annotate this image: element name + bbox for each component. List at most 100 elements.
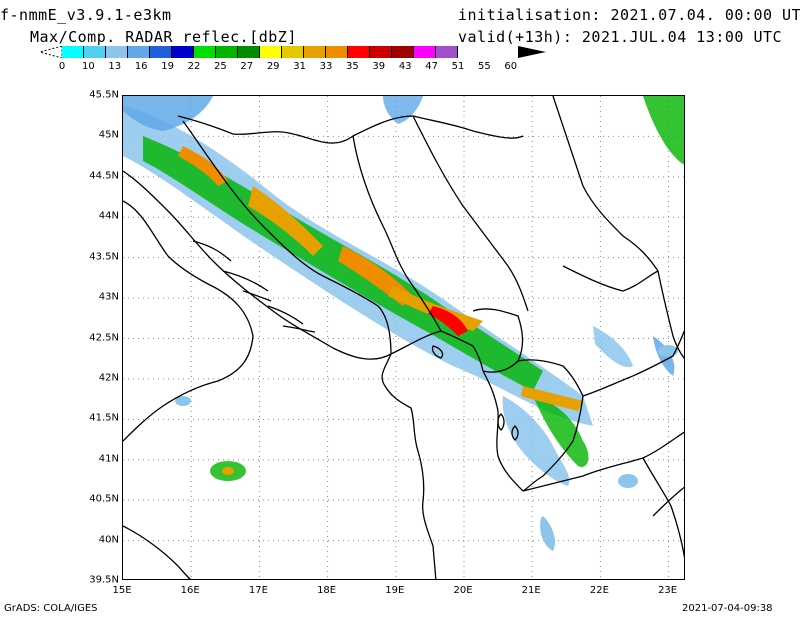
colorbar-swatch	[392, 46, 414, 58]
echo-core-5	[178, 146, 228, 186]
init-time: initialisation: 2021.07.04. 00:00 UTC	[458, 6, 800, 24]
border-kosovo	[472, 308, 524, 373]
longitude-label: 18E	[317, 585, 337, 596]
echo-north-ne	[643, 96, 684, 165]
colorbar-label: 39	[372, 61, 386, 72]
map-panel	[122, 95, 685, 580]
border-albania-east	[482, 370, 524, 492]
echo-se-2	[533, 396, 589, 467]
colorbar-swatch	[326, 46, 348, 58]
border-bosnia	[182, 120, 392, 355]
coastlines-borders	[123, 96, 684, 579]
echo-isolated-4	[618, 474, 638, 488]
footer-right: 2021-07-04-09:38	[682, 603, 773, 614]
colorbar-swatch	[436, 46, 458, 58]
echo-core-4	[428, 306, 468, 336]
radar-echoes	[123, 96, 684, 551]
echo-isolated-3	[175, 396, 191, 406]
colorbar-label: 22	[187, 61, 201, 72]
latitude-label: 40.5N	[89, 493, 119, 505]
model-name: f-nmmE_v3.9.1-e3km	[0, 6, 172, 24]
echo-north	[123, 96, 213, 131]
colorbar-swatch	[260, 46, 282, 58]
colorbar-swatch	[370, 46, 392, 58]
lake-2	[511, 425, 519, 441]
lake-1	[497, 413, 505, 431]
colorbar	[62, 46, 458, 58]
border-bosnia-east	[352, 135, 442, 332]
colorbar-label: 25	[214, 61, 227, 72]
colorbar-swatch	[414, 46, 436, 58]
echo-se-1	[502, 396, 570, 486]
colorbar-label: 35	[346, 61, 359, 72]
colorbar-swatch	[216, 46, 238, 58]
latitude-label: 41N	[98, 453, 119, 465]
colorbar-left-arrow	[40, 46, 62, 58]
border-north	[177, 115, 524, 144]
echo-isolated-5	[658, 345, 678, 357]
border-bulgaria	[582, 330, 684, 397]
longitude-label: 15E	[112, 585, 132, 596]
border-greece	[522, 431, 684, 492]
field-name: Max/Comp. RADAR reflec.[dbZ]	[30, 28, 297, 46]
echo-se-4	[540, 516, 555, 551]
colorbar-label: 10	[82, 61, 95, 72]
greece-coast	[642, 457, 684, 558]
colorbar-label: 43	[398, 61, 412, 72]
latitude-label: 43N	[98, 291, 119, 303]
longitude-label: 17E	[248, 585, 268, 596]
latitude-label: 40N	[98, 534, 119, 546]
colorbar-label: 19	[161, 61, 174, 72]
colorbar-label: 29	[266, 61, 280, 72]
islands-5	[242, 290, 272, 302]
latitude-label: 39.5N	[89, 574, 119, 586]
colorbar-label: 47	[425, 61, 438, 72]
longitude-label: 19E	[385, 585, 405, 596]
colorbar-label: 55	[478, 61, 491, 72]
islands-2	[222, 270, 269, 292]
echo-isolated-2	[222, 467, 234, 475]
colorbar-label: 27	[240, 61, 254, 72]
colorbar-swatch	[62, 46, 84, 58]
echo-east	[593, 326, 633, 368]
longitude-label: 16E	[180, 585, 200, 596]
longitude-label: 22E	[589, 585, 609, 596]
latitude-label: 44N	[98, 210, 119, 222]
border-east-2	[552, 96, 659, 272]
colorbar-swatch	[150, 46, 172, 58]
islands-1	[192, 240, 232, 262]
border-east-1	[562, 265, 659, 292]
colorbar-label: 60	[504, 61, 518, 72]
colorbar-label: 51	[451, 61, 465, 72]
colorbar-label: 31	[293, 61, 306, 72]
latitude-label: 42.5N	[89, 332, 119, 343]
echo-north-center	[383, 96, 423, 124]
colorbar-swatch	[84, 46, 106, 58]
colorbar-label: 13	[108, 61, 122, 72]
echo-band-core	[248, 186, 323, 256]
longitude-label: 21E	[521, 585, 541, 596]
footer-left: GrADS: COLA/IGES	[4, 603, 98, 614]
map-canvas	[123, 96, 684, 579]
border-macedonia	[517, 359, 584, 492]
latitude-label: 44.5N	[89, 170, 119, 182]
islands-4	[282, 325, 316, 333]
longitude-label: 23E	[658, 585, 678, 596]
colorbar-swatch	[282, 46, 304, 58]
border-montenegro	[390, 330, 484, 372]
valid-time: valid(+13h): 2021.JUL.04 13:00 UTC	[458, 28, 783, 46]
border-serbia	[412, 115, 529, 312]
colorbar-swatch	[106, 46, 128, 58]
latitude-label: 41.5N	[89, 412, 119, 424]
colorbar-swatch	[304, 46, 326, 58]
colorbar-right-arrow	[518, 46, 546, 58]
greece-coast-east	[652, 486, 684, 517]
border-far-east	[657, 270, 684, 360]
latitude-label: 43.5N	[89, 251, 119, 263]
colorbar-label: 0	[58, 61, 66, 72]
italy-coast	[123, 200, 254, 442]
colorbar-swatch	[194, 46, 216, 58]
adriatic-east-coast	[123, 170, 437, 579]
longitude-label: 20E	[453, 585, 473, 596]
echo-se-3	[521, 386, 583, 411]
